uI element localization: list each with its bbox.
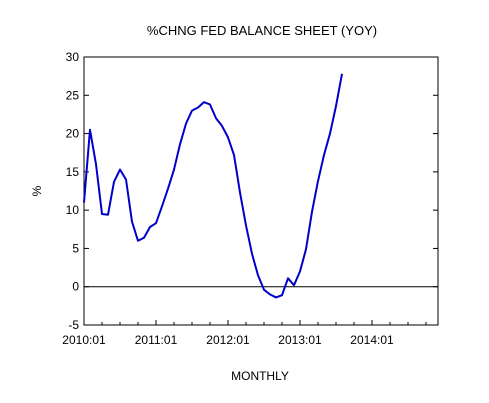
y-tick-label: 20 bbox=[66, 127, 80, 141]
chart-title: %CHNG FED BALANCE SHEET (YOY) bbox=[147, 23, 377, 38]
x-tick-label: 2010:01 bbox=[62, 333, 106, 347]
y-tick-label: 15 bbox=[66, 165, 80, 179]
x-tick-label: 2014:01 bbox=[350, 333, 394, 347]
y-tick-label: 10 bbox=[66, 203, 80, 217]
y-tick-label: 0 bbox=[72, 280, 79, 294]
series-line-0 bbox=[83, 73, 343, 299]
y-tick-label: 5 bbox=[72, 241, 79, 255]
y-tick-label: 30 bbox=[66, 50, 80, 64]
series-group bbox=[83, 73, 343, 299]
y-tick-label: 25 bbox=[66, 88, 80, 102]
x-tick-label: 2013:01 bbox=[278, 333, 322, 347]
x-tick-label: 2012:01 bbox=[206, 333, 250, 347]
x-tick-label: 2011:01 bbox=[135, 333, 178, 347]
y-axis-label: % bbox=[30, 185, 44, 196]
y-tick-label: -5 bbox=[68, 318, 79, 332]
x-axis: 2010:01 2011:01 2012:01 2013:01 2014:01 bbox=[62, 320, 427, 347]
y-axis: -5 0 5 10 15 20 25 30 bbox=[66, 50, 438, 332]
x-axis-label: MONTHLY bbox=[231, 369, 289, 383]
